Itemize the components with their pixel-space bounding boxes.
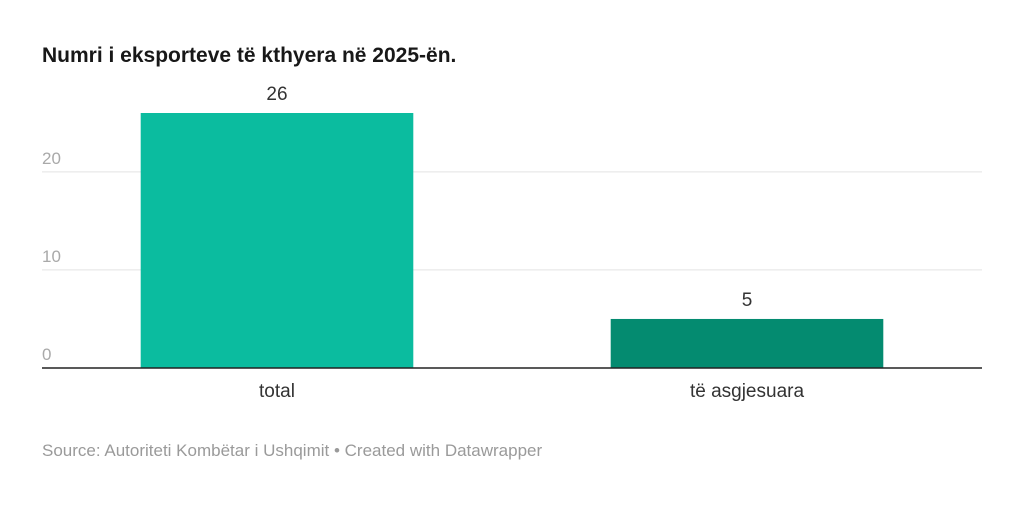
credit-text: Created with Datawrapper	[344, 441, 543, 460]
category-label: total	[259, 381, 295, 402]
bar	[610, 318, 884, 368]
separator-dot: •	[333, 441, 340, 460]
y-tick-label: 20	[42, 149, 61, 168]
source-text: Source: Autoriteti Kombëtar i Ushqimit	[42, 441, 330, 460]
y-tick-label: 0	[42, 345, 51, 364]
category-label: të asgjesuara	[690, 381, 805, 402]
category-labels: total të asgjesuara	[259, 381, 804, 402]
value-label: 26	[266, 84, 287, 105]
source-note: Source: Autoriteti Kombëtar i Ushqimit •…	[42, 441, 542, 461]
bars	[140, 113, 884, 368]
chart-title: Numri i eksporteve të kthyera në 2025-ën…	[42, 44, 457, 67]
value-labels: 26 5	[266, 84, 752, 311]
bar	[140, 113, 414, 368]
bar-chart: 0 10 20 26 5 total të asgjesuara	[42, 84, 982, 402]
y-tick-labels: 0 10 20	[42, 149, 61, 364]
value-label: 5	[742, 290, 753, 311]
y-tick-label: 10	[42, 247, 61, 266]
